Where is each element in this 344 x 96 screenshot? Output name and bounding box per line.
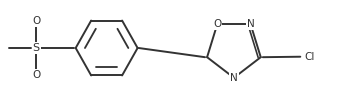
Text: O: O [213, 19, 222, 29]
Text: O: O [32, 16, 40, 26]
Text: Cl: Cl [304, 52, 315, 62]
Text: N: N [230, 73, 238, 83]
Text: N: N [247, 19, 254, 29]
Text: O: O [32, 70, 40, 80]
Text: S: S [33, 43, 40, 53]
